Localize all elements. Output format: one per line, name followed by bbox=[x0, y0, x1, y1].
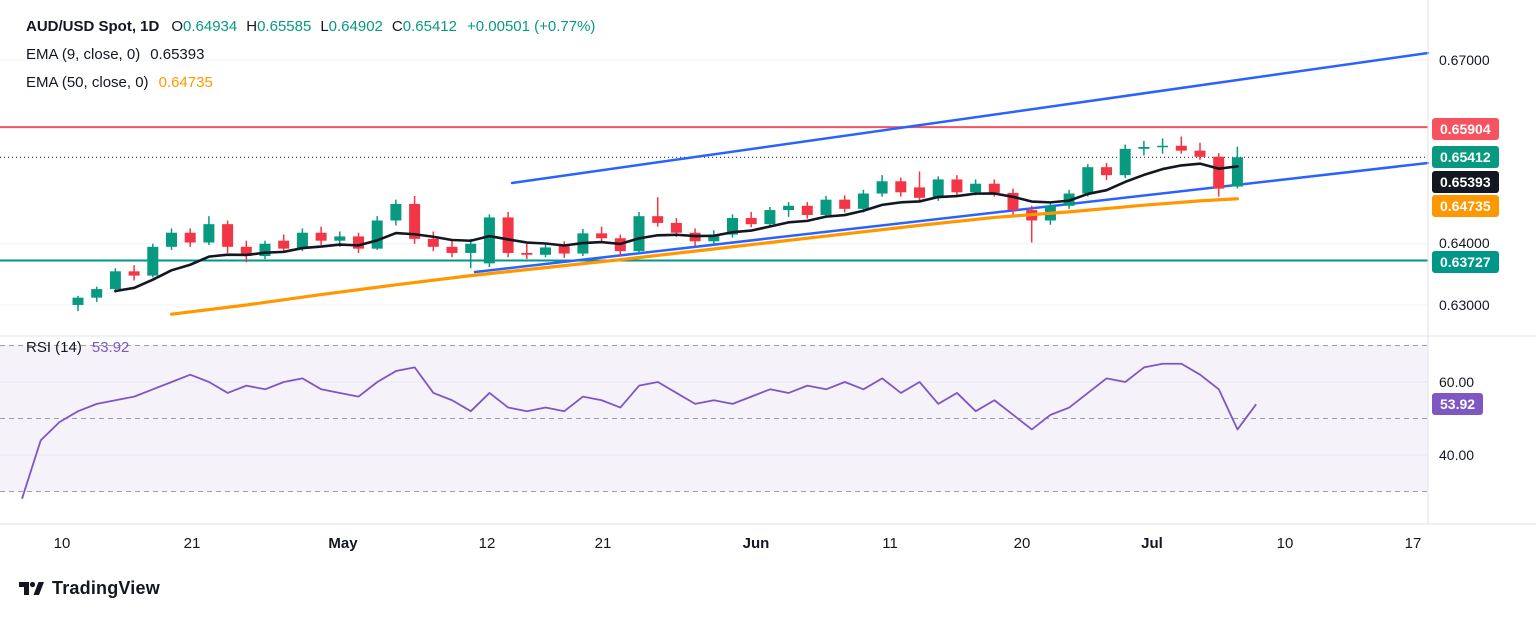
rsi-band bbox=[0, 345, 1428, 492]
time-axis-label: 21 bbox=[183, 535, 201, 552]
time-axis-label: Jun bbox=[742, 535, 770, 552]
time-axis-label: 10 bbox=[53, 535, 71, 552]
change-value: +0.00501 (+0.77%) bbox=[466, 17, 596, 35]
ema50-value: 0.64735 bbox=[158, 73, 213, 91]
trend-lines[interactable] bbox=[473, 51, 1430, 274]
price-badge-orange: 0.64735 bbox=[1432, 195, 1499, 217]
price-badge-red: 0.65904 bbox=[1432, 118, 1499, 140]
price-scale-label: 0.63000 bbox=[1439, 297, 1490, 313]
ema50-label: EMA (50, close, 0) bbox=[26, 73, 149, 91]
time-axis-label: Jul bbox=[1141, 535, 1163, 552]
price-badge-purple: 53.92 bbox=[1432, 393, 1484, 415]
price-badge-black: 0.65393 bbox=[1432, 171, 1499, 193]
time-axis-label: 21 bbox=[594, 535, 612, 552]
legend: AUD/USD Spot, 1D O 0.64934 H 0.65585 L 0.64… bbox=[26, 12, 595, 96]
price-scale-label: 40.00 bbox=[1439, 447, 1475, 463]
ema9-value: 0.65393 bbox=[150, 45, 205, 63]
low-value: 0.64902 bbox=[328, 17, 383, 35]
time-axis-label: 20 bbox=[1013, 535, 1031, 552]
rsi-line[interactable] bbox=[21, 362, 1257, 500]
tradingview-wordmark: TradingView bbox=[52, 578, 160, 598]
open-value: 0.64934 bbox=[183, 17, 238, 35]
ema9-legend-row[interactable]: EMA (9, close, 0) 0.65393 bbox=[26, 40, 595, 68]
time-axis-label: 12 bbox=[478, 535, 496, 552]
price-scale-label: 60.00 bbox=[1439, 374, 1475, 390]
symbol-legend-row[interactable]: AUD/USD Spot, 1D O 0.64934 H 0.65585 L 0.64… bbox=[26, 12, 595, 40]
close-value: 0.65412 bbox=[402, 17, 457, 35]
pane-separators bbox=[0, 0, 1536, 525]
time-axis-label: 10 bbox=[1276, 535, 1294, 552]
price-scale-label: 0.67000 bbox=[1439, 52, 1490, 68]
price-badge-teal: 0.63727 bbox=[1432, 251, 1499, 273]
price-badge-green: 0.65412 bbox=[1432, 146, 1499, 168]
ema9-line[interactable] bbox=[114, 162, 1239, 293]
tradingview-logo[interactable]: TradingView bbox=[18, 578, 160, 599]
symbol-title: AUD/USD Spot, 1D bbox=[26, 17, 160, 35]
high-value: 0.65585 bbox=[257, 17, 312, 35]
time-axis[interactable]: 10 21 May 12 21 Jun 11 20 Jul 10 17 bbox=[0, 524, 1536, 560]
close-label: C bbox=[391, 17, 403, 35]
open-label: O bbox=[171, 17, 184, 35]
low-label: L bbox=[320, 17, 329, 35]
tradingview-logo-icon bbox=[19, 581, 44, 595]
ema50-legend-row[interactable]: EMA (50, close, 0) 0.64735 bbox=[26, 68, 595, 96]
price-scale-label: 0.64000 bbox=[1439, 235, 1490, 251]
time-axis-label: 11 bbox=[882, 535, 898, 552]
time-axis-label: May bbox=[328, 535, 358, 552]
rsi-value: 53.92 bbox=[91, 338, 130, 356]
ema9-label: EMA (9, close, 0) bbox=[26, 45, 141, 63]
time-axis-label: 17 bbox=[1404, 535, 1422, 552]
high-label: H bbox=[246, 17, 258, 35]
ema50-line[interactable] bbox=[169, 197, 1240, 316]
rsi-label: RSI (14) bbox=[26, 338, 82, 356]
price-scale-axis[interactable]: 0.67000 0.65904 0.65412 0.65393 0.64735 0.640… bbox=[1430, 0, 1536, 560]
rsi-legend-row[interactable]: RSI (14) 53.92 bbox=[26, 335, 129, 359]
price-levels[interactable] bbox=[0, 126, 1428, 262]
